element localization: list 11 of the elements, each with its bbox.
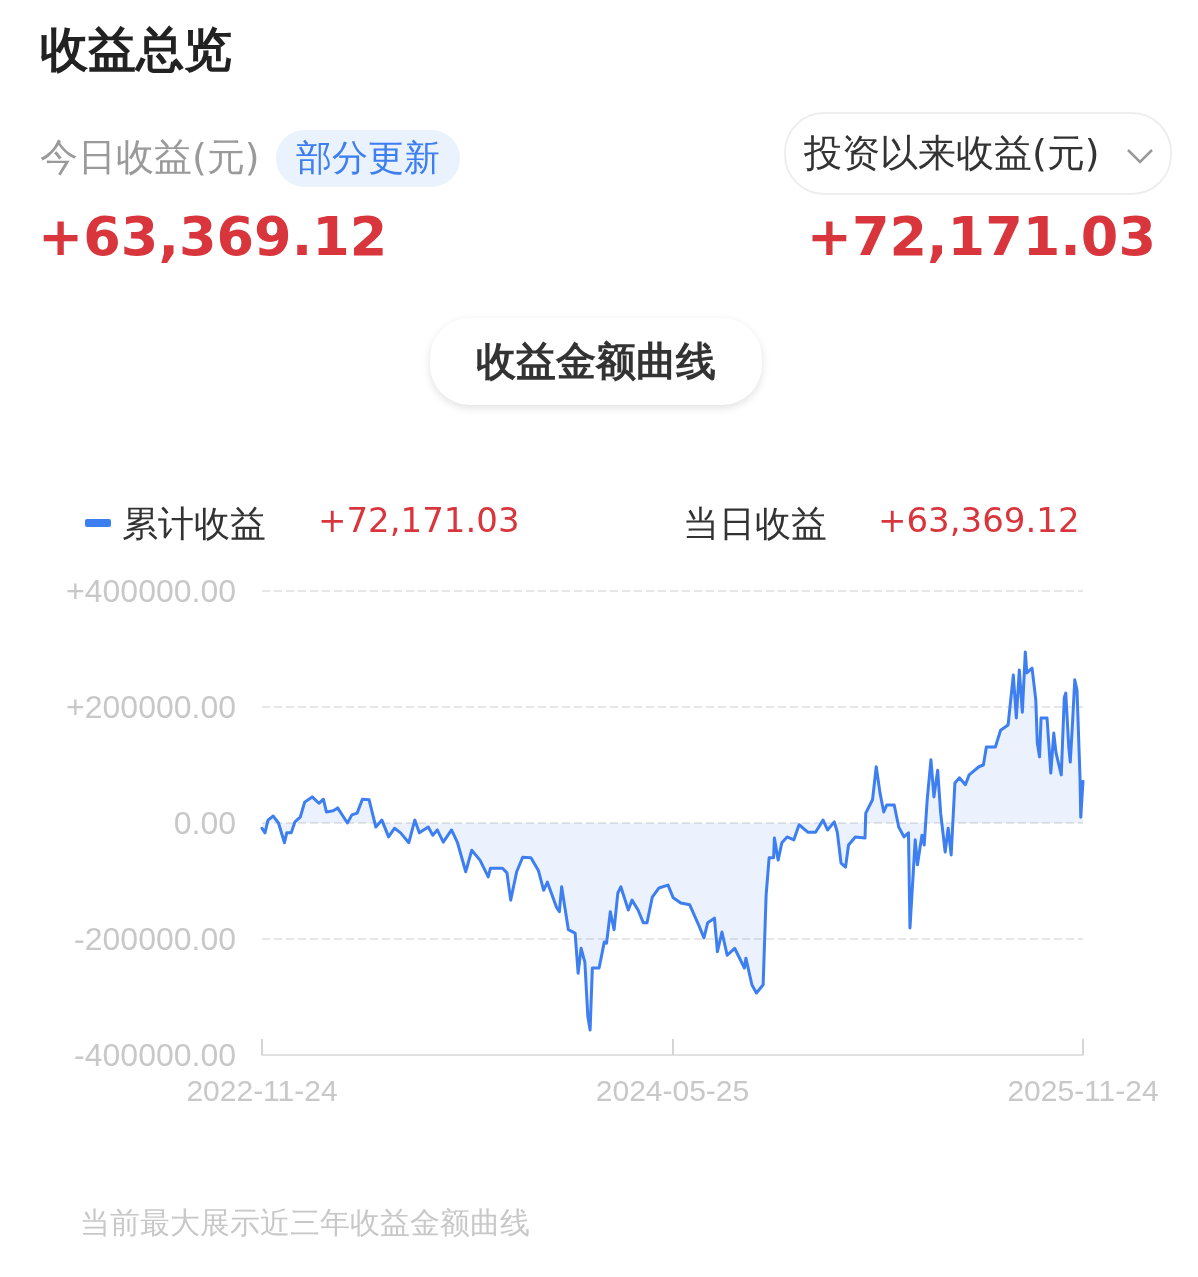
text: 收益金额曲线 [430,318,762,405]
text: +72,171.03 [318,500,520,540]
text: 今日收益(元) [40,134,260,181]
text: 部分更新 [276,130,460,187]
text: +63,369.12 [38,205,388,268]
text: +63,369.12 [878,500,1080,540]
text: 当日收益 [683,502,827,546]
text: 投资以来收益(元) [784,112,1172,195]
legend-label: 累计收益 [122,502,266,544]
text: +72,171.03 [806,205,1156,268]
chart-title: 收益总览 [40,20,232,79]
